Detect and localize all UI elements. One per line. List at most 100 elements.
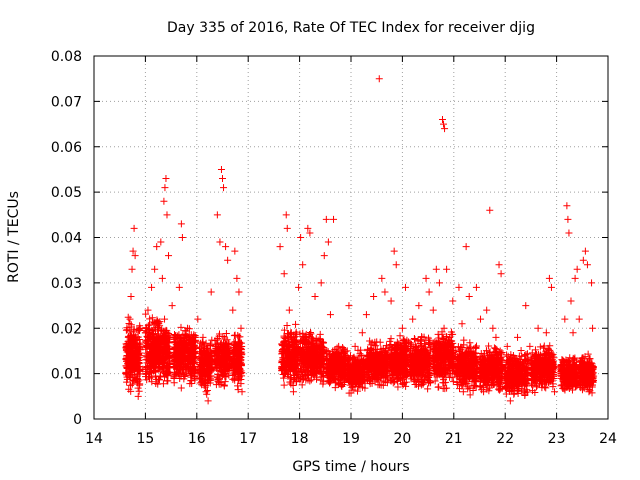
data-point [127,321,135,329]
data-point [306,377,314,385]
data-point [144,339,152,347]
data-point [161,315,169,323]
data-point [166,349,174,357]
data-point [234,382,242,390]
y-tick-labels: 00.010.020.030.040.050.060.070.08 [51,49,82,428]
data-point [164,338,172,346]
data-point [135,350,143,358]
y-tick-label: 0.07 [51,94,82,110]
data-point [143,341,151,349]
data-point [186,363,194,371]
data-point [303,367,311,375]
data-point [339,368,347,376]
data-point [126,335,134,343]
data-point [188,371,196,379]
data-point [212,357,220,365]
data-point [220,347,228,355]
data-point [292,320,300,328]
data-point [197,348,205,356]
data-point [180,373,188,381]
data-point [338,383,346,391]
data-point [221,339,229,347]
data-point [284,334,292,342]
data-point [149,327,157,335]
data-point [189,360,197,368]
data-point [367,345,375,353]
data-point [203,359,211,367]
data-point [357,346,365,354]
data-point [278,340,286,348]
data-point [366,376,374,384]
data-point [302,351,310,359]
data-point [349,355,357,363]
data-point [280,348,288,356]
data-point [316,363,324,371]
data-point [235,375,243,383]
data-point [315,357,323,365]
data-point [325,377,333,385]
data-point [217,379,225,387]
data-point [202,339,210,347]
data-point [151,338,159,346]
data-point [326,367,334,375]
data-point [286,378,294,386]
data-point [396,332,404,340]
data-point [179,350,187,358]
data-point [145,325,153,333]
data-point [196,343,204,351]
data-point [282,356,290,364]
data-point [156,373,164,381]
data-point [333,344,341,352]
data-point [381,373,389,381]
data-point [281,362,289,370]
data-point [190,349,198,357]
data-point [236,339,244,347]
data-point [279,370,287,378]
axis-ticks [93,55,609,420]
data-point [125,348,133,356]
data-point [238,351,246,359]
data-point [173,345,181,353]
data-point [343,347,351,355]
data-point [319,380,327,388]
data-point [125,371,133,379]
data-point [299,340,307,348]
data-point [296,352,304,360]
data-point [182,332,190,340]
y-tick-label: 0.06 [51,140,82,156]
data-point [344,376,352,384]
data-point [170,362,178,370]
data-point [157,356,165,364]
data-point [214,343,222,351]
data-point [152,368,160,376]
data-point [319,339,327,347]
data-point [187,336,195,344]
data-point [356,352,364,360]
data-point [292,328,300,336]
data-point [162,334,170,342]
data-point [128,338,136,346]
y-tick-label: 0.03 [51,276,82,292]
data-point [281,348,289,356]
data-point [311,348,319,356]
data-point [312,351,320,359]
data-point [366,337,374,345]
data-point [206,376,214,384]
data-point [375,358,383,366]
y-tick-label: 0.01 [51,367,82,383]
data-point [123,326,131,334]
data-point [157,336,165,344]
data-point [154,380,162,388]
data-point [357,361,365,369]
data-point [354,369,362,377]
data-point [213,336,221,344]
data-point [352,373,360,381]
data-point [124,313,132,321]
data-point [143,369,151,377]
data-point [219,369,227,377]
x-tick-label: 18 [291,431,309,447]
x-tick-labels: 14 15 16 17 18 19 20 21 22 23 24 [85,431,617,447]
data-point [198,338,206,346]
data-point [307,330,315,338]
data-point [154,330,162,338]
